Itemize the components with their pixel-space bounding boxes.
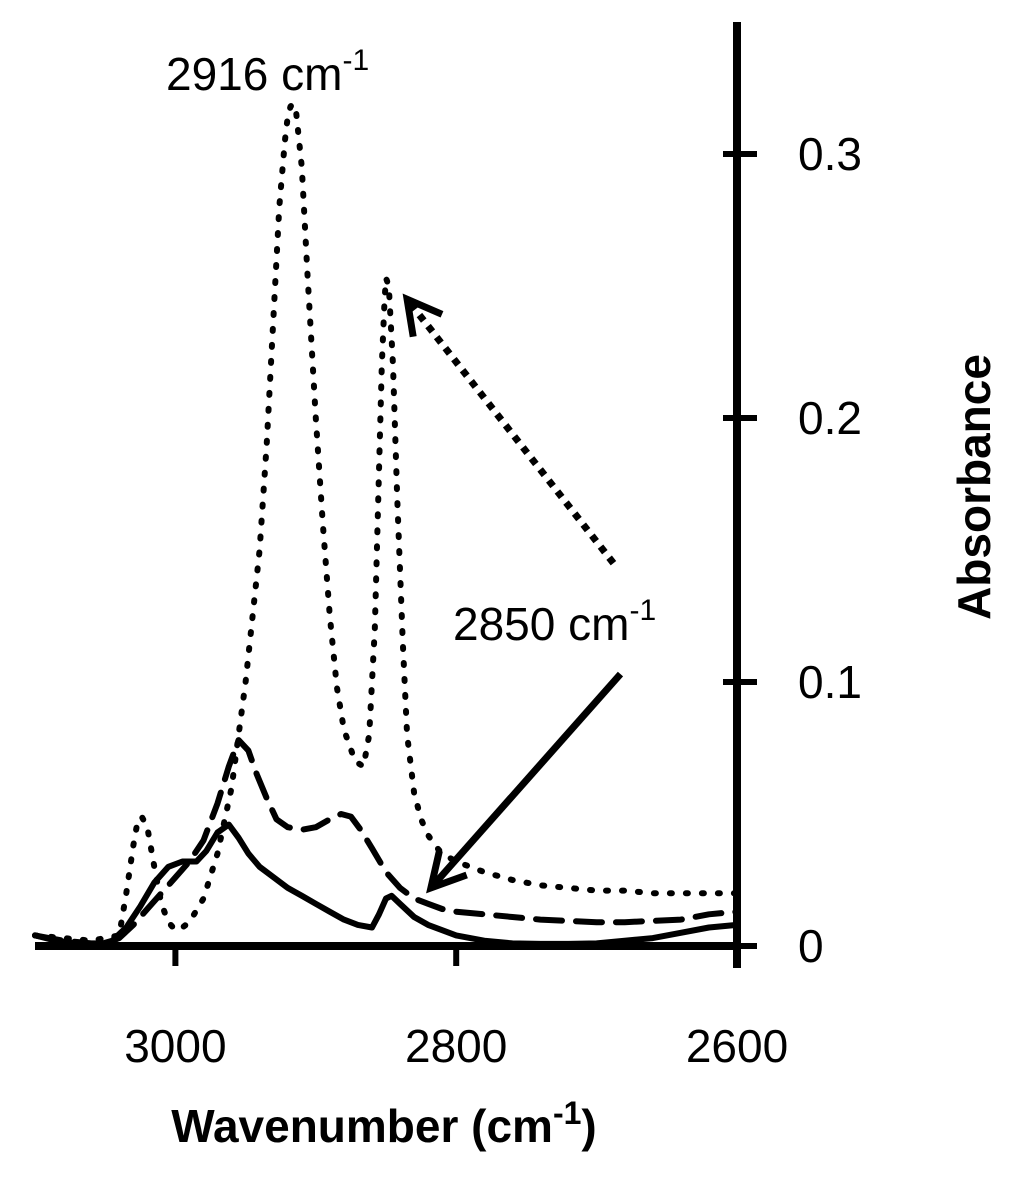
x-axis-title-superscript: -1 [553, 1095, 581, 1131]
y-axis-title: Absorbance [948, 354, 1000, 620]
arrow-shaft [428, 671, 624, 891]
series-line-dotted [32, 100, 740, 944]
y-tick-label: 0.2 [798, 392, 862, 444]
y-tick-label: 0 [798, 920, 824, 972]
x-tick-label: 2800 [405, 1020, 507, 1072]
y-tick-label: 0.1 [798, 656, 862, 708]
arrow-group [402, 293, 624, 894]
series-line-dashed [32, 737, 740, 947]
series-line-solid [32, 821, 740, 948]
y-tick-label: 0.3 [798, 128, 862, 180]
x-axis-title: Wavenumber (cm-1) [171, 1095, 597, 1152]
series-group [32, 100, 740, 948]
x-tick-label: 3000 [124, 1020, 226, 1072]
x-tick-label: 2600 [686, 1020, 788, 1072]
arrow-shaft [404, 297, 617, 566]
arrow-head [402, 293, 444, 338]
annotation-arrow-solid [426, 671, 624, 894]
arrow-head [426, 850, 468, 894]
annotation-2850: 2850 cm-1 [453, 594, 656, 650]
annotation-arrow-dotted [402, 293, 617, 566]
annotation-2916: 2916 cm-1 [166, 44, 369, 100]
